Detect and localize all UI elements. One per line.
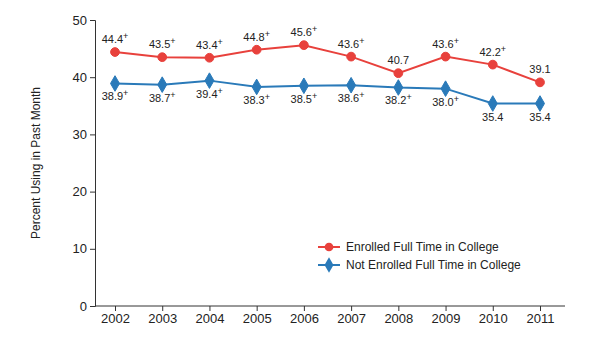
x-axis-line — [95, 306, 565, 307]
x-tick: 2010 — [479, 306, 508, 326]
marker — [158, 77, 167, 93]
x-tick: 2004 — [195, 306, 224, 326]
y-tick-mark — [90, 192, 95, 193]
marker — [300, 41, 309, 50]
x-tick-label: 2010 — [479, 311, 508, 326]
y-axis-title: Percent Using in Past Month — [29, 87, 43, 239]
y-tick: 40 — [73, 70, 95, 85]
data-label: 38.5+ — [291, 91, 318, 105]
y-tick-label: 40 — [73, 70, 87, 85]
data-label: 38.2+ — [385, 92, 412, 106]
x-tick: 2005 — [243, 306, 272, 326]
y-tick-mark — [90, 134, 95, 135]
data-label: 38.3+ — [243, 92, 270, 106]
y-tick: 10 — [73, 241, 95, 256]
legend-label: Enrolled Full Time in College — [346, 240, 499, 254]
x-tick: 2002 — [101, 306, 130, 326]
data-label: 38.0+ — [432, 94, 459, 108]
x-tick-label: 2004 — [195, 311, 224, 326]
marker — [347, 77, 356, 93]
x-tick-label: 2007 — [337, 311, 366, 326]
data-label: 43.4+ — [196, 37, 223, 51]
series-line — [115, 81, 540, 104]
marker — [252, 45, 261, 54]
legend-marker — [325, 243, 334, 252]
y-tick-label: 10 — [73, 241, 87, 256]
data-label: 43.6+ — [338, 36, 365, 50]
marker — [441, 81, 450, 97]
data-label: 45.6+ — [291, 24, 318, 38]
marker — [441, 52, 450, 61]
x-tick: 2003 — [148, 306, 177, 326]
marker — [488, 96, 497, 112]
marker — [394, 80, 403, 96]
marker — [488, 60, 497, 69]
y-tick: 0 — [80, 299, 95, 314]
x-tick-label: 2009 — [432, 311, 461, 326]
data-label: 44.8+ — [243, 29, 270, 43]
data-labels: 44.4+ 43.5+ 43.4+ 44.8+ 45.6+ 43.6+ 40.7 43.6+ 4… — [102, 24, 551, 122]
data-label: 44.4+ — [102, 31, 129, 45]
legend-marker — [325, 257, 334, 273]
data-label: 38.7+ — [149, 90, 176, 104]
marker — [347, 52, 356, 61]
y-axis-line — [90, 21, 96, 307]
y-tick-label: 50 — [73, 13, 87, 28]
y-tick-label: 20 — [73, 184, 87, 199]
marker — [536, 96, 545, 112]
y-tick-mark — [90, 20, 95, 21]
legend-label: Not Enrolled Full Time in College — [346, 258, 521, 272]
data-label: 38.6+ — [338, 90, 365, 104]
x-tick-label: 2003 — [148, 311, 177, 326]
data-label: 39.1 — [529, 63, 550, 75]
marker — [205, 73, 214, 89]
x-tick-label: 2006 — [290, 311, 319, 326]
marker — [299, 78, 308, 94]
x-tick-label: 2008 — [384, 311, 413, 326]
marker — [252, 79, 261, 95]
x-axis: 2002 2003 2004 2005 2006 2007 2008 2009 2010 2011 — [95, 306, 565, 326]
marker — [158, 53, 167, 62]
plot-area — [111, 41, 545, 112]
legend: Enrolled Full Time in College Not Enrolle… — [318, 240, 521, 273]
y-tick-mark — [90, 77, 95, 78]
marker — [111, 76, 120, 92]
x-tick: 2011 — [527, 306, 555, 326]
data-label: 43.6+ — [432, 36, 459, 50]
data-label: 35.4 — [482, 111, 503, 123]
data-label: 40.7 — [388, 54, 409, 66]
marker — [394, 69, 403, 78]
x-tick-label: 2002 — [101, 311, 130, 326]
y-tick: 50 — [73, 13, 95, 28]
data-label: 43.5+ — [149, 36, 176, 50]
x-tick-label: 2005 — [243, 311, 272, 326]
data-label: 38.9+ — [102, 88, 129, 102]
data-label: 39.4+ — [196, 86, 223, 100]
y-tick: 20 — [73, 184, 95, 199]
marker — [205, 53, 214, 62]
marker — [536, 78, 545, 87]
data-label: 42.2+ — [479, 44, 506, 58]
y-axis: 0 10 20 30 40 50 — [73, 13, 96, 314]
x-tick: 2007 — [337, 306, 366, 326]
y-tick-label: 0 — [80, 299, 87, 314]
y-tick: 30 — [73, 127, 95, 142]
data-label: 35.4 — [529, 111, 550, 123]
series-line — [115, 45, 540, 82]
x-tick: 2006 — [290, 306, 319, 326]
marker — [111, 48, 120, 57]
y-tick-mark — [90, 306, 95, 307]
x-tick: 2008 — [384, 306, 413, 326]
y-tick-mark — [90, 249, 95, 250]
y-tick-label: 30 — [73, 127, 87, 142]
x-tick: 2009 — [432, 306, 461, 326]
x-tick-label: 2011 — [527, 311, 555, 326]
